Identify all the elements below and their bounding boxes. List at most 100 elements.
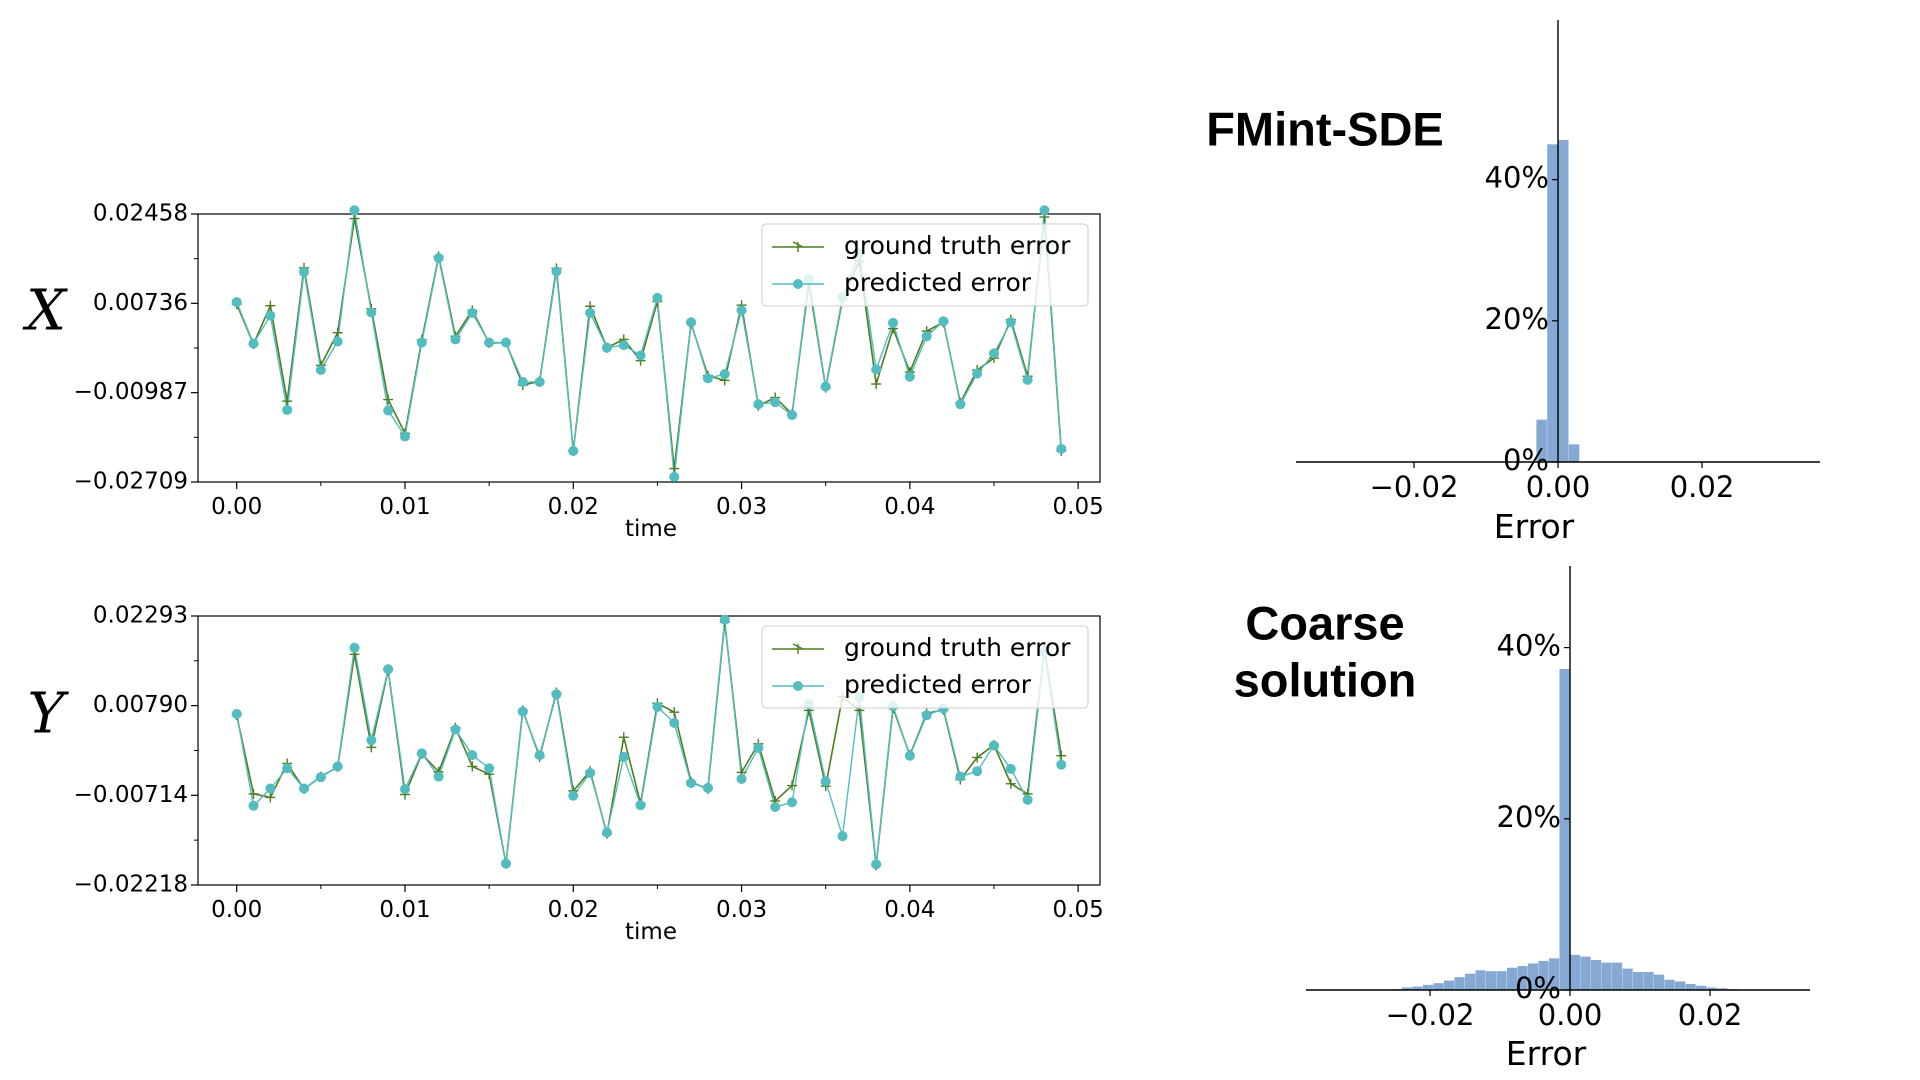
histogram-bar: [1486, 971, 1497, 990]
y-tick-label: −0.00714: [74, 782, 188, 808]
predicted-point: [332, 761, 343, 772]
y-tick-label: 0.02293: [93, 603, 188, 629]
histogram-bar: [1423, 984, 1434, 990]
histogram-bar: [1675, 981, 1686, 990]
histogram-bar: [1549, 958, 1560, 990]
predicted-point: [719, 369, 730, 380]
predicted-point: [820, 381, 831, 392]
ground-truth-point: [467, 761, 478, 772]
x-axis-label: Error: [1494, 507, 1575, 546]
histogram-bar: [1536, 419, 1547, 462]
x-tick-label: 0.00: [211, 494, 262, 520]
predicted-point: [433, 252, 444, 263]
ground-truth-point: [248, 788, 259, 799]
predicted-point: [955, 399, 966, 410]
legend: ground truth error predicted error: [761, 223, 1089, 307]
predicted-point: [568, 790, 579, 801]
x-tick-label: 0.00: [1526, 470, 1591, 504]
y-tick-label: 0.00736: [93, 290, 188, 316]
series-line-predicted: [236, 619, 1062, 865]
x-tick-label: 0.04: [884, 494, 935, 520]
histogram-bar: [1654, 974, 1665, 990]
line-panel-x: X 0.00 0.01 0.02 0.03 0.04 0.05 0.02458 0.00736 −…: [22, 201, 1104, 543]
histogram-bar: [1612, 962, 1623, 990]
histogram-bar: [1570, 954, 1581, 990]
predicted-point: [787, 797, 798, 808]
legend-label: predicted error: [844, 670, 1032, 699]
predicted-point: [702, 782, 713, 793]
predicted-point: [988, 348, 999, 359]
predicted-point: [534, 750, 545, 761]
predicted-point: [231, 708, 242, 719]
x-tick-label: 0.01: [379, 897, 430, 923]
predicted-point: [265, 783, 276, 794]
predicted-point: [383, 664, 394, 675]
histogram-bar: [1517, 966, 1528, 990]
predicted-point: [433, 771, 444, 782]
predicted-point: [736, 773, 747, 784]
y-tick-label: 0%: [1515, 971, 1561, 1005]
x-tick-label: −0.02: [1370, 470, 1459, 504]
ground-truth-point: [669, 707, 680, 718]
predicted-point: [753, 742, 764, 753]
predicted-point: [366, 735, 377, 746]
predicted-point: [753, 399, 764, 410]
predicted-point: [904, 750, 915, 761]
ground-truth-point: [972, 752, 983, 763]
histogram-title: Coarse: [1245, 596, 1404, 649]
predicted-point: [955, 771, 966, 782]
x-tick-label: 0.03: [716, 897, 767, 923]
predicted-point: [736, 305, 747, 316]
predicted-point: [972, 368, 983, 379]
predicted-point: [585, 768, 596, 779]
predicted-point: [686, 778, 697, 789]
predicted-point: [517, 706, 528, 717]
legend-label: ground truth error: [844, 231, 1071, 260]
predicted-point: [702, 373, 713, 384]
histogram-bar: [1433, 983, 1444, 990]
histogram-bar: [1412, 986, 1423, 990]
y-tick-label: −0.02218: [74, 872, 188, 898]
y-tick-label: 20%: [1485, 302, 1549, 336]
ground-truth-point: [787, 780, 798, 791]
predicted-point: [904, 371, 915, 382]
predicted-point: [770, 397, 781, 408]
histogram-title: FMint-SDE: [1206, 102, 1444, 155]
histogram-bar: [1559, 669, 1570, 990]
series-line-predicted: [236, 210, 1062, 477]
predicted-point: [399, 784, 410, 795]
predicted-point: [921, 331, 932, 342]
histogram-bar: [1664, 979, 1675, 990]
ground-truth-point: [332, 327, 343, 338]
histogram-bar: [1475, 970, 1486, 990]
predicted-point: [686, 317, 697, 328]
predicted-point: [484, 337, 495, 348]
x-tick-label: 0.02: [1670, 470, 1735, 504]
predicted-point: [1005, 763, 1016, 774]
predicted-point: [618, 751, 629, 762]
predicted-point: [921, 710, 932, 721]
predicted-point: [1022, 374, 1033, 385]
legend-box: [761, 625, 1089, 709]
histogram-title: solution: [1234, 653, 1417, 706]
line-panel-y: Y 0.00 0.01 0.02 0.03 0.04 0.05 0.02293 0.00790 −…: [28, 603, 1104, 946]
ground-truth-point: [1056, 750, 1067, 761]
histogram-bar: [1444, 980, 1455, 990]
predicted-point: [383, 405, 394, 416]
predicted-point: [871, 364, 882, 375]
predicted-point: [1005, 317, 1016, 328]
predicted-point: [1056, 443, 1067, 454]
ground-truth-point: [265, 300, 276, 311]
predicted-point: [517, 376, 528, 387]
x-axis-label: time: [625, 516, 677, 542]
predicted-point: [601, 827, 612, 838]
y-tick-label: 0%: [1503, 443, 1549, 477]
y-tick-label: 0.02458: [93, 201, 188, 227]
legend-circle: [793, 279, 803, 289]
y-tick-label: 40%: [1485, 161, 1549, 195]
histogram-bar: [1558, 140, 1569, 462]
predicted-point: [315, 772, 326, 783]
x-tick-label: 0.05: [1053, 897, 1104, 923]
predicted-point: [652, 701, 663, 712]
